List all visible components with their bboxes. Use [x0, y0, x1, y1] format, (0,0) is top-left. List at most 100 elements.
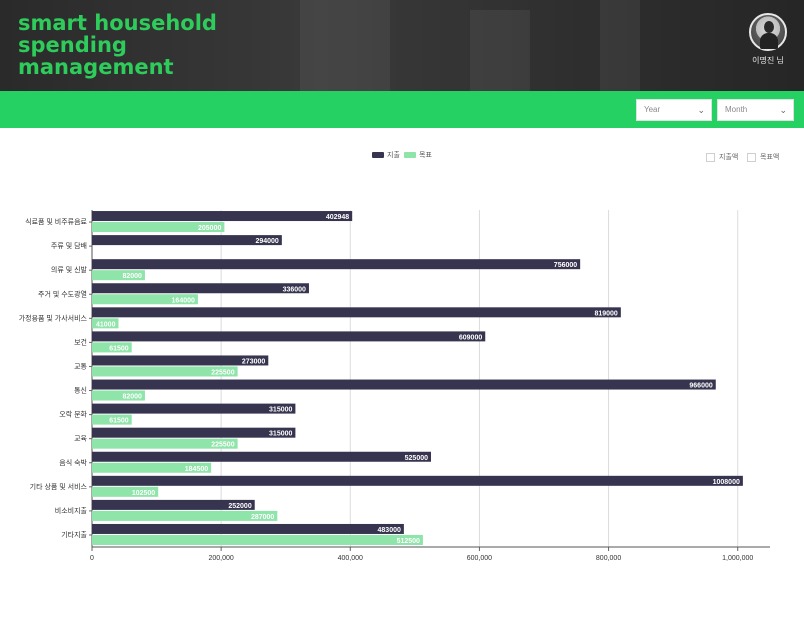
y-category-label: 주류 및 담배: [51, 241, 87, 250]
username-label: 이명진 님: [752, 56, 784, 65]
spend-value-label: 336000: [283, 286, 306, 293]
target-amount-toggle[interactable]: 목표액: [747, 152, 779, 162]
y-category-label: 오락 문화: [59, 411, 87, 419]
year-select[interactable]: Year ⌄: [636, 99, 712, 121]
background-decoration: [470, 10, 530, 91]
month-select[interactable]: Month ⌄: [717, 99, 794, 121]
y-category-label: 비소비지출: [55, 506, 88, 515]
spend-bar[interactable]: [92, 523, 404, 534]
spend-bar[interactable]: [92, 403, 296, 414]
target-bar[interactable]: [92, 462, 212, 473]
spend-bar[interactable]: [92, 283, 309, 294]
spend-bar[interactable]: [92, 499, 255, 510]
chevron-down-icon: ⌄: [697, 105, 705, 115]
x-tick-label: 200,000: [208, 555, 233, 562]
spend-value-label: 315000: [269, 431, 292, 438]
spend-value-label: 609000: [459, 334, 482, 341]
y-category-label: 기타지출: [61, 530, 87, 539]
target-value-label: 82000: [122, 273, 142, 280]
x-tick-label: 0: [90, 555, 94, 562]
spend-bar[interactable]: [92, 331, 486, 342]
spending-bar-chart: 0 200,000 400,000 600,000 800,000 1,000,000 식료…: [19, 210, 770, 562]
spend-bar[interactable]: [92, 427, 296, 438]
spend-bar[interactable]: [92, 451, 431, 462]
y-category-label: 기타 상품 및 서비스: [30, 482, 88, 491]
app-title-line: management: [18, 55, 174, 79]
month-select-label: Month: [725, 105, 748, 114]
target-value-label: 102500: [132, 490, 155, 497]
target-value-label: 512500: [397, 538, 420, 545]
spend-value-label: 315000: [269, 407, 292, 414]
spend-bar[interactable]: [92, 475, 743, 486]
y-category-label: 통신: [74, 386, 87, 395]
y-category-label: 음식 숙박: [59, 458, 87, 467]
target-amount-label: 목표액: [760, 154, 780, 161]
spend-bar[interactable]: [92, 379, 716, 390]
spend-value-label: 252000: [228, 503, 251, 510]
target-value-label: 184500: [185, 466, 208, 473]
legend-swatch-spend: [372, 152, 384, 159]
target-bar[interactable]: [92, 534, 423, 545]
target-bar[interactable]: [92, 414, 132, 425]
spend-value-label: 756000: [554, 262, 577, 269]
spend-bar[interactable]: [92, 259, 581, 270]
y-category-label: 의류 및 신발: [51, 265, 88, 274]
target-bar[interactable]: [92, 390, 145, 401]
target-value-label: 205000: [198, 225, 221, 232]
target-bar[interactable]: [92, 486, 159, 497]
target-bar[interactable]: [92, 438, 238, 449]
target-bar[interactable]: [92, 510, 278, 521]
target-value-label: 164000: [172, 297, 195, 304]
y-category-label: 교통: [74, 362, 87, 370]
avatar-head-shape: [764, 21, 774, 33]
target-value-label: 225500: [211, 369, 234, 376]
header-banner: smart household spending management 이명진 …: [0, 0, 804, 91]
x-tick-label: 800,000: [596, 555, 621, 562]
legend-label-target: 목표: [419, 152, 432, 159]
target-bar[interactable]: [92, 366, 238, 377]
avatar-body-shape: [760, 33, 778, 49]
chevron-down-icon: ⌄: [779, 105, 787, 115]
spend-bar[interactable]: [92, 355, 269, 366]
legend-swatch-target: [404, 152, 416, 159]
y-category-label: 주거 및 수도광열: [38, 289, 87, 298]
y-category-label: 식료품 및 비주류음료: [25, 217, 87, 226]
target-value-label: 61500: [109, 418, 129, 425]
checkbox[interactable]: [706, 152, 715, 162]
legend-item-spend[interactable]: 지출: [372, 150, 400, 160]
spend-amount-label: 지출액: [719, 154, 739, 161]
target-value-label: 41000: [96, 321, 116, 328]
spend-bar[interactable]: [92, 235, 282, 246]
target-bar[interactable]: [92, 318, 119, 329]
user-avatar[interactable]: [749, 13, 787, 51]
legend-label-spend: 지출: [387, 152, 400, 159]
x-tick-label: 400,000: [338, 555, 363, 562]
spend-value-label: 273000: [242, 358, 265, 365]
spend-value-label: 294000: [255, 238, 278, 245]
spend-value-label: 819000: [594, 310, 617, 317]
spend-value-label: 1008000: [713, 479, 740, 486]
background-decoration: [300, 0, 390, 91]
target-bar[interactable]: [92, 222, 225, 233]
target-value-label: 225500: [211, 442, 234, 449]
target-value-label: 82000: [122, 394, 142, 401]
target-bar[interactable]: [92, 342, 132, 353]
y-category-label: 가정용품 및 가사서비스: [19, 313, 88, 322]
spend-value-label: 402948: [326, 214, 349, 221]
spend-value-label: 525000: [405, 455, 428, 462]
y-category-label: 교육: [74, 435, 87, 443]
spend-bar[interactable]: [92, 211, 353, 222]
y-category-label: 보건: [74, 337, 87, 346]
spend-bar[interactable]: [92, 307, 621, 318]
target-value-label: 287000: [251, 514, 274, 521]
target-bar[interactable]: [92, 294, 198, 305]
legend-item-target[interactable]: 목표: [404, 150, 432, 160]
app-title-line: spending: [18, 33, 127, 57]
target-value-label: 61500: [109, 345, 129, 352]
target-bar[interactable]: [92, 270, 145, 281]
checkbox[interactable]: [747, 152, 756, 162]
spend-amount-toggle[interactable]: 지출액: [706, 152, 738, 162]
x-tick-label: 600,000: [467, 555, 492, 562]
spend-value-label: 966000: [689, 383, 712, 390]
background-decoration: [600, 0, 640, 91]
